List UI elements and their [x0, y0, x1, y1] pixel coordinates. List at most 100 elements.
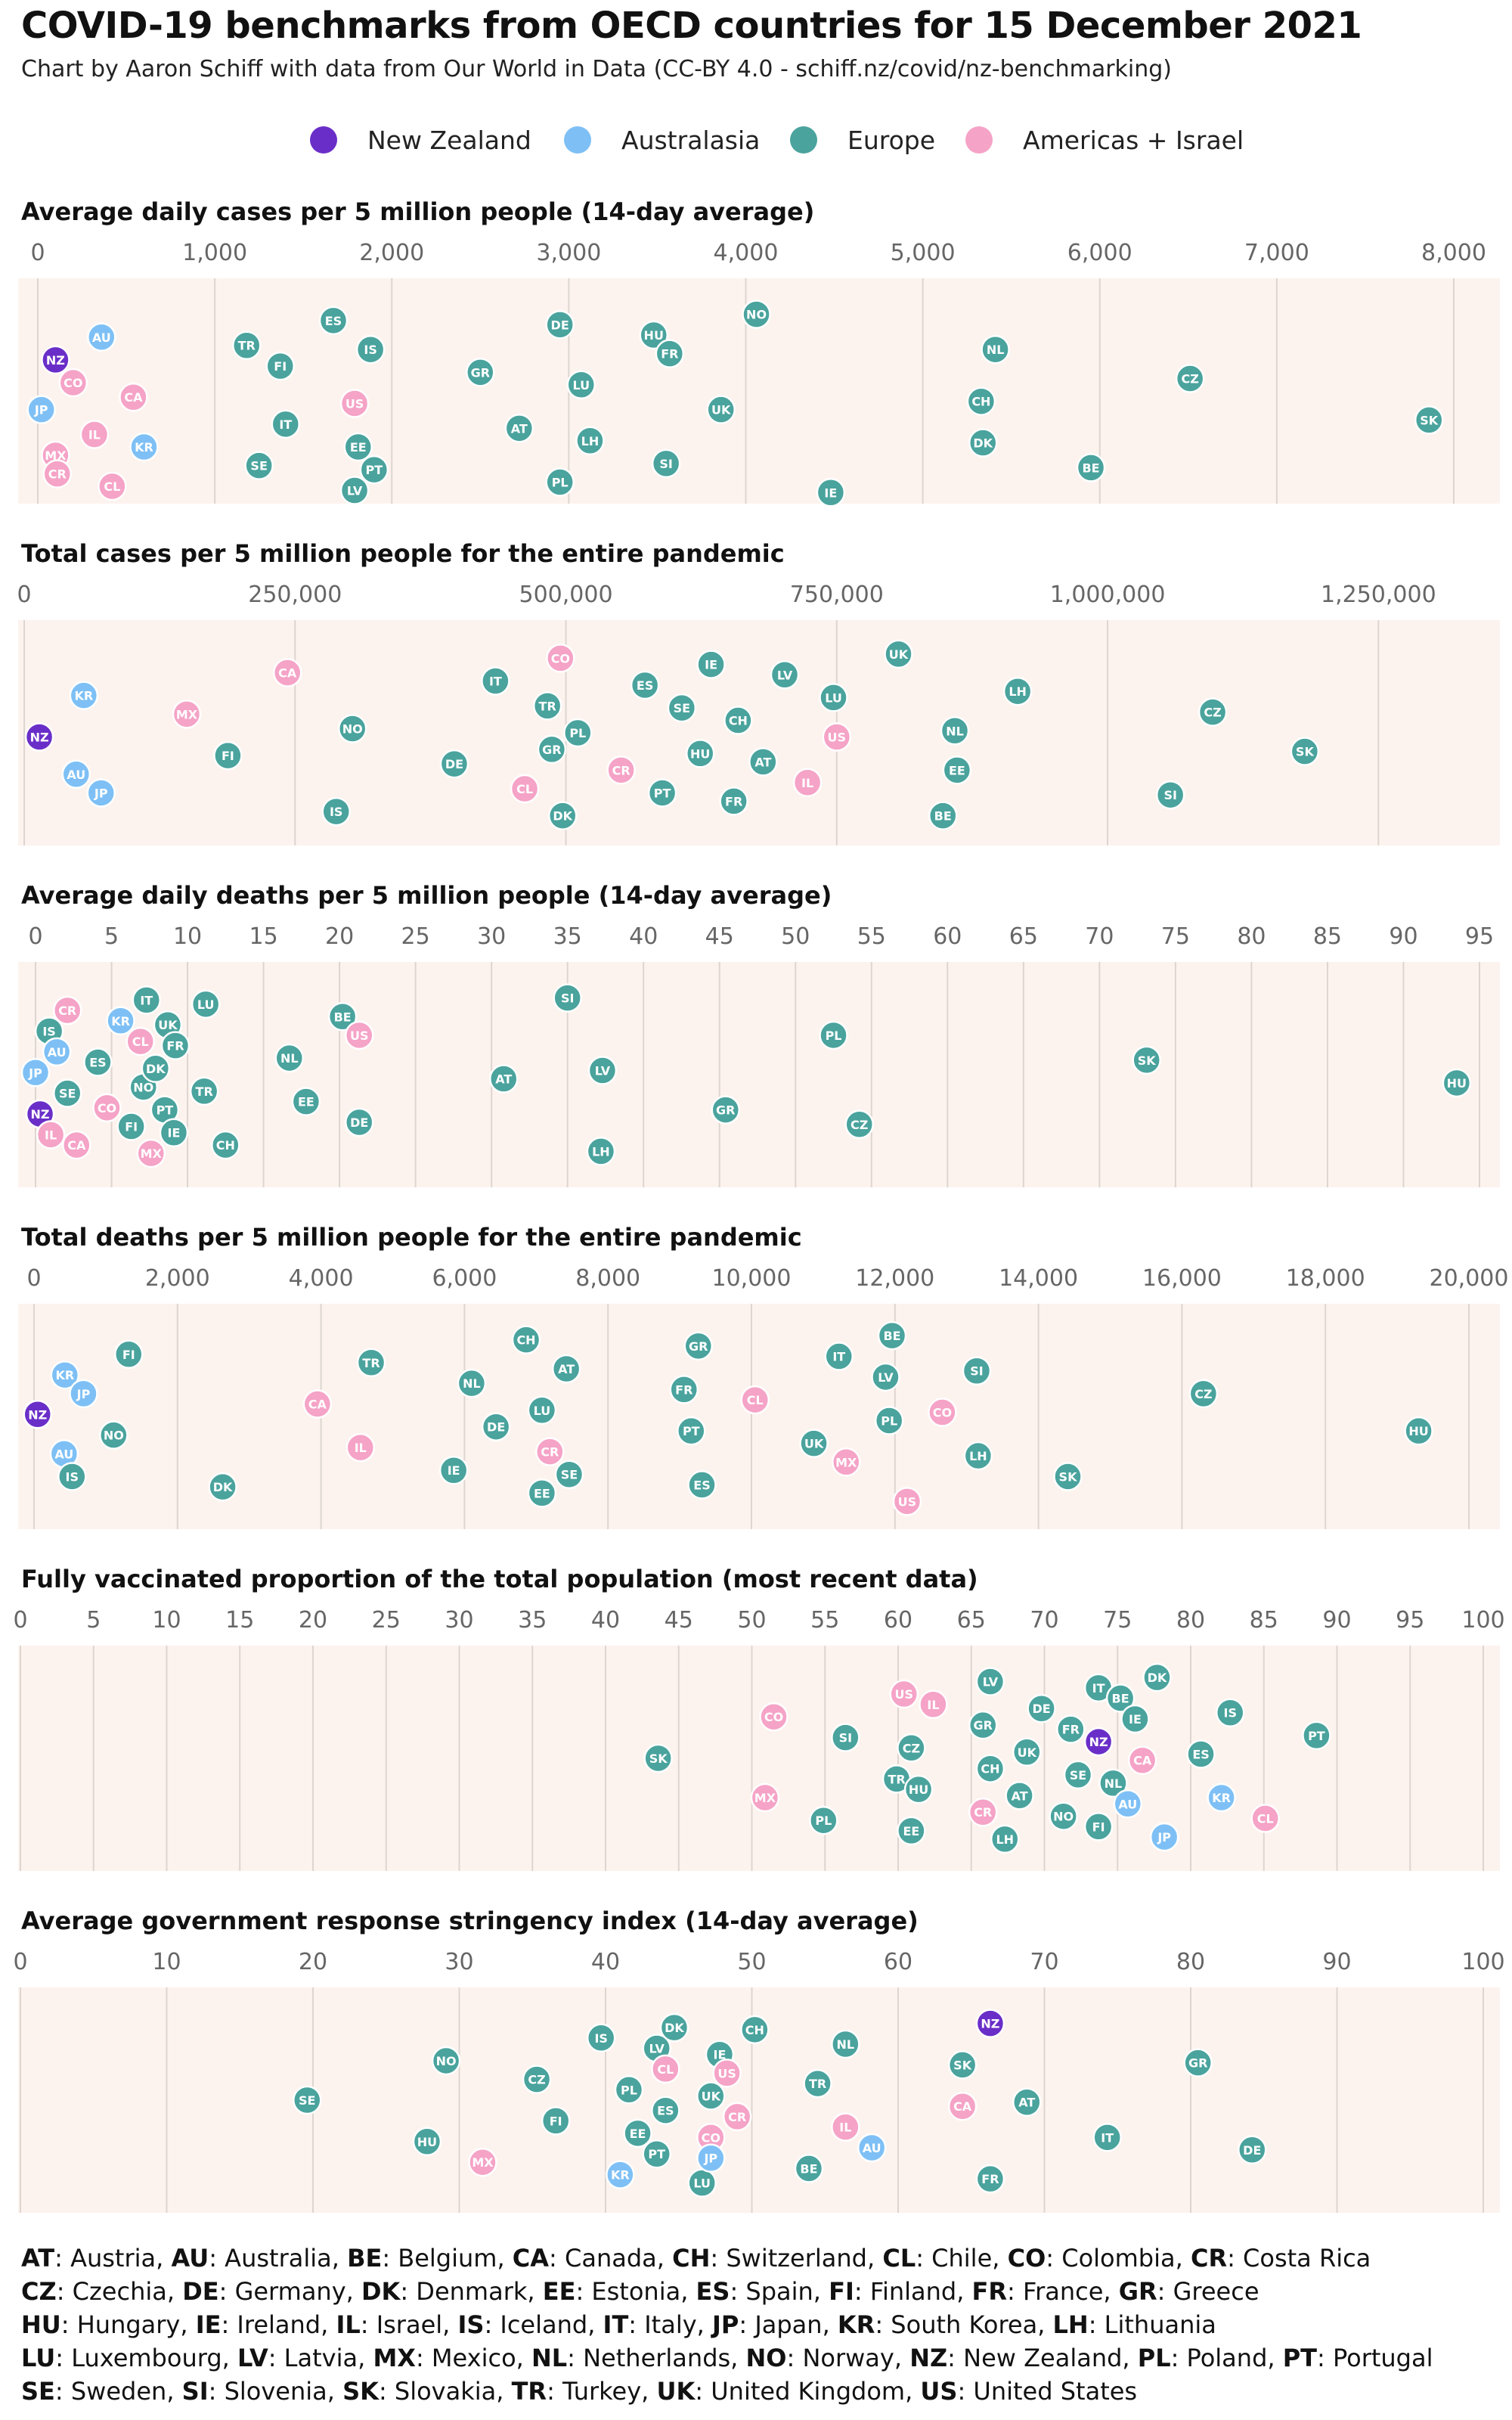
point-cz: CZ [1188, 1379, 1219, 1409]
tick-label: 65 [1009, 923, 1038, 950]
point-label: IS [1224, 1706, 1237, 1720]
point-marker [750, 1782, 780, 1813]
point-label: TR [196, 1084, 213, 1099]
point-marker [1290, 737, 1320, 766]
point-marker [504, 414, 534, 443]
point-label: SE [1070, 1768, 1086, 1782]
point-marker [794, 2154, 824, 2183]
point-label: LH [592, 1144, 610, 1159]
tick-label: 0 [13, 1949, 27, 1975]
point-marker [659, 2012, 689, 2043]
point-sk: SK [1132, 1045, 1161, 1075]
point-us: US [892, 1487, 922, 1516]
point-is: IS [1215, 1698, 1245, 1727]
point-label: IS [42, 1024, 55, 1038]
point-si: SI [1155, 780, 1185, 810]
point-at: AT [1012, 2087, 1042, 2117]
chart-subtitle: Chart by Aaron Schiff with data from Our… [21, 56, 1173, 82]
point-label: DE [350, 1115, 368, 1130]
point-marker [1012, 2087, 1042, 2117]
point-marker [42, 459, 73, 489]
point-nz: NZ [41, 345, 70, 375]
point-marker [1076, 453, 1106, 482]
legend-label: Australasia [621, 125, 761, 155]
point-marker [1083, 1812, 1114, 1841]
point-label: UK [711, 403, 731, 417]
point-marker [897, 1733, 926, 1763]
point-lv: LV [871, 1362, 900, 1392]
point-jp: JP [26, 395, 56, 424]
country-code: CO [1007, 2244, 1046, 2273]
country-name: : Ireland, [221, 2310, 336, 2339]
legend-item-new-zealand: New Zealand [310, 121, 531, 159]
point-marker [740, 2015, 770, 2045]
point-marker [522, 2065, 552, 2094]
point-marker [831, 1723, 860, 1752]
point-es: ES [83, 1047, 113, 1077]
point-label: FR [1062, 1723, 1080, 1737]
point-label: CH [216, 1138, 235, 1153]
point-label: NL [837, 2037, 855, 2052]
point-kr: KR [50, 1360, 80, 1390]
country-name: : Lithuania [1088, 2310, 1216, 2339]
point-be: BE [877, 1320, 907, 1351]
point-marker [586, 1137, 616, 1166]
tick-label: 6,000 [1067, 240, 1132, 266]
country-code: SE [21, 2377, 55, 2406]
point-tr: TR [532, 691, 562, 721]
country-name: : Colombia, [1046, 2244, 1191, 2273]
point-uk: UK [696, 2081, 726, 2111]
point-label: CO [98, 1101, 116, 1115]
point-marker [1404, 1416, 1433, 1446]
point-marker [532, 691, 562, 721]
point-si: SI [962, 1356, 992, 1385]
point-tr: TR [803, 2068, 832, 2099]
point-label: SI [970, 1364, 983, 1379]
point-co: CO [546, 644, 575, 673]
point-marker [191, 989, 221, 1019]
country-code: MX [373, 2344, 416, 2372]
point-lv: LV [587, 1056, 618, 1085]
point-label: ES [1192, 1748, 1209, 1762]
point-label: SK [649, 1751, 668, 1766]
charts-canvas: Average daily cases per 5 million people… [13, 197, 1508, 2213]
point-label: JP [76, 1387, 91, 1401]
country-name: : Czechia, [56, 2277, 183, 2306]
point-dk: DK [141, 1053, 171, 1084]
point-cr: CR [535, 1437, 565, 1466]
point-label: SE [299, 2093, 315, 2108]
point-jp: JP [1149, 1822, 1179, 1852]
point-marker [302, 1389, 333, 1419]
point-marker [740, 1385, 770, 1415]
point-label: TR [539, 699, 556, 713]
point-fi: FI [213, 740, 243, 771]
point-marker [940, 716, 970, 746]
point-label: PL [621, 2083, 637, 2097]
point-jp: JP [696, 2143, 726, 2173]
point-label: AU [1118, 1797, 1137, 1811]
country-name: : Hungary, [60, 2310, 196, 2339]
point-marker [293, 2085, 322, 2115]
point-marker [554, 1460, 584, 1489]
point-marker [942, 755, 972, 785]
tick-label: 70 [1030, 1607, 1058, 1634]
point-pt: PT [677, 1416, 706, 1446]
point-marker [799, 1429, 829, 1458]
point-marker [83, 1047, 113, 1077]
point-marker [87, 322, 116, 352]
point-label: LU [693, 2176, 711, 2191]
point-lu: LU [819, 683, 848, 712]
chart-title: Total deaths per 5 million people for th… [21, 1223, 802, 1252]
point-sk: SK [1290, 737, 1320, 766]
country-name: : Australia, [209, 2244, 348, 2273]
point-label: EE [350, 440, 367, 455]
chart-title: Average daily deaths per 5 million peopl… [21, 881, 832, 910]
point-es: ES [630, 670, 660, 700]
point-label: LV [649, 2042, 665, 2056]
point-marker [1198, 697, 1228, 727]
tick-label: 2,000 [145, 1265, 210, 1292]
point-marker [189, 1076, 219, 1106]
legend-swatch [310, 126, 337, 154]
point-marker [20, 1058, 51, 1087]
point-label: EE [534, 1486, 550, 1500]
